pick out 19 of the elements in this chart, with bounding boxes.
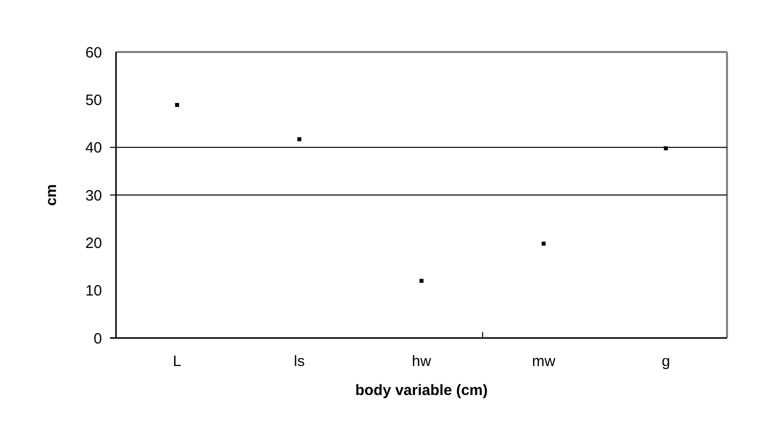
y-tick-label: 10 [85, 282, 102, 300]
point [664, 146, 668, 150]
y-tick-label: 50 [85, 92, 102, 109]
x-tick-label: L [172, 353, 182, 370]
y-tick-label: 40 [85, 140, 102, 157]
point [542, 242, 546, 246]
x-tick-label: ls [294, 353, 305, 370]
y-axis-title: cm [43, 184, 60, 206]
point [420, 278, 424, 283]
point [175, 102, 180, 107]
x-tick-label: g [662, 353, 670, 370]
x-tick-label: mw [532, 353, 556, 370]
x-tick-label: hw [412, 353, 432, 370]
x-axis-title: body variable (cm) [355, 382, 488, 399]
y-tick-label: 30 [85, 187, 102, 204]
y-tick-label: 60 [85, 44, 102, 62]
y-tick-label: 20 [85, 234, 102, 252]
point [297, 137, 302, 142]
y-tick-label: 0 [94, 330, 102, 348]
